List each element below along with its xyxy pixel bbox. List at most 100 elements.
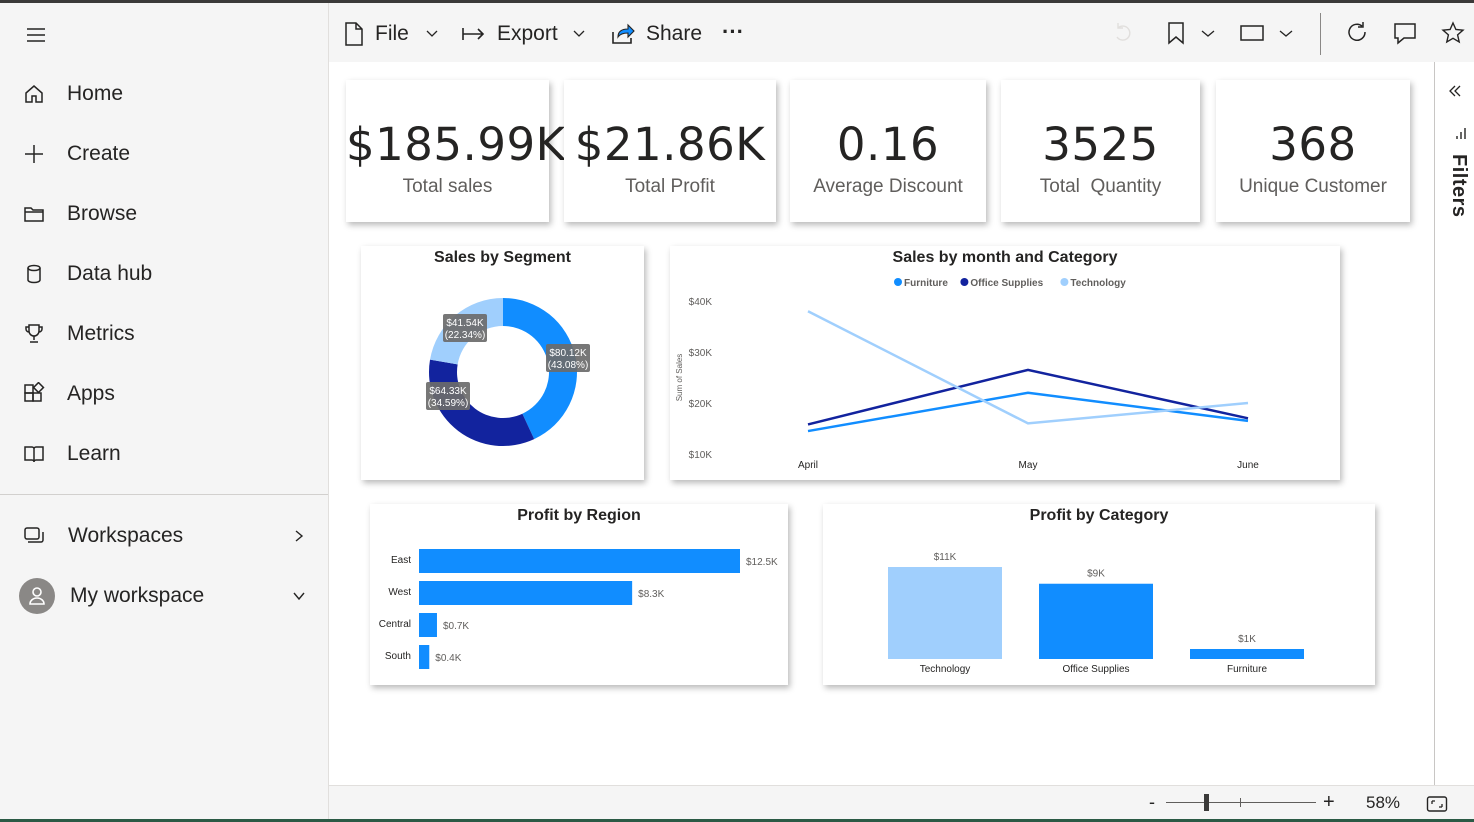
zoom-in-button[interactable]: + xyxy=(1323,791,1335,813)
sidebar-item-label: Create xyxy=(67,142,131,165)
legend-label: Office Supplies xyxy=(970,278,1043,289)
export-label: Export xyxy=(497,22,558,45)
sidebar-item-label: Learn xyxy=(67,442,121,465)
data-label-background xyxy=(546,344,590,372)
kpi-label: Average Discount xyxy=(813,176,963,197)
share-button[interactable]: Share xyxy=(610,17,702,51)
home-icon xyxy=(25,85,43,103)
fit-to-page-icon[interactable] xyxy=(1426,795,1448,813)
kpi-card-total-sales[interactable]: $185.99K Total sales xyxy=(346,80,566,222)
series-line xyxy=(807,368,1249,426)
sidebar-item-my-workspace[interactable]: My workspace xyxy=(0,574,328,618)
visual-sales-by-month[interactable]: Sales by month and Category Furniture Off… xyxy=(670,246,1340,480)
visual-title: Profit by Category xyxy=(1029,507,1169,524)
visual-title: Sales by Segment xyxy=(434,249,571,266)
window-top-border xyxy=(0,0,1474,3)
kpi-value: $185.99K xyxy=(346,118,566,171)
visual-sales-by-segment[interactable]: Sales by Segment $80.12K (43.08%) $64.33K (… xyxy=(361,246,644,480)
kpi-label: Unique Customer xyxy=(1239,176,1387,197)
bar-chart: East $12.5K West $8.3K Central $0.7K South $0.4… xyxy=(379,549,778,669)
more-options-button[interactable]: ··· xyxy=(716,15,744,49)
legend-label: Technology xyxy=(1070,278,1126,289)
sidebar-item-label: Home xyxy=(67,82,124,105)
x-tick-label: May xyxy=(1019,460,1038,471)
x-tick-label: Technology xyxy=(920,664,971,675)
collapse-double-chevron-icon[interactable] xyxy=(1448,84,1462,98)
column-chart: $11K Technology $9K Office Supplies $1K Furni… xyxy=(888,552,1304,675)
sidebar-item-learn[interactable]: Learn xyxy=(0,432,328,476)
sidebar-item-metrics[interactable]: Metrics xyxy=(0,312,328,356)
sidebar-item-browse[interactable]: Browse xyxy=(0,192,328,236)
workspaces-icon xyxy=(24,527,44,543)
visual-profit-by-category[interactable]: Profit by Category $11K Technology $9K Offi… xyxy=(823,504,1375,685)
sidebar-item-home[interactable]: Home xyxy=(0,72,328,116)
kpi-card-total-quantity[interactable]: 3525 Total Quantity xyxy=(1001,80,1200,222)
chevron-down-icon[interactable] xyxy=(1278,20,1294,46)
visual-title: Profit by Region xyxy=(517,507,641,524)
avatar xyxy=(19,578,55,614)
hamburger-menu-icon[interactable] xyxy=(24,23,48,47)
chevron-down-icon xyxy=(426,30,438,37)
kpi-card-total-profit[interactable]: $21.86K Total Profit xyxy=(564,80,776,222)
zoom-slider-track[interactable] xyxy=(1166,802,1316,803)
zoom-slider-midmark xyxy=(1240,798,1241,807)
donut-slice xyxy=(429,359,535,446)
kpi-card-unique-customer[interactable]: 368 Unique Customer xyxy=(1216,80,1410,222)
chevron-down-icon xyxy=(573,30,585,37)
sidebar-item-label: Metrics xyxy=(67,322,135,345)
refresh-icon[interactable] xyxy=(1344,20,1370,46)
file-menu-button[interactable]: File xyxy=(343,17,439,51)
visual-profit-by-region[interactable]: Profit by Region East $12.5K West $8.3K Cent… xyxy=(370,504,788,685)
bookmark-icon[interactable] xyxy=(1163,20,1189,46)
star-icon[interactable] xyxy=(1440,20,1466,46)
export-icon xyxy=(462,28,485,40)
sidebar-item-label: Browse xyxy=(67,202,138,225)
chevron-down-icon[interactable] xyxy=(1200,20,1216,46)
kpi-card-average-discount[interactable]: 0.16 Average Discount xyxy=(790,80,986,222)
sidebar-divider xyxy=(0,494,328,495)
trophy-icon xyxy=(25,324,43,343)
x-tick-label: Furniture xyxy=(1227,664,1267,675)
data-label: $8.3K xyxy=(638,589,664,600)
plus-icon xyxy=(25,145,43,163)
kpi-value: 368 xyxy=(1269,118,1357,171)
legend-marker xyxy=(960,278,969,286)
file-label: File xyxy=(375,22,409,45)
filters-label: Filters xyxy=(1448,154,1470,218)
reset-icon[interactable] xyxy=(1110,20,1136,46)
zoom-out-button[interactable]: - xyxy=(1149,792,1155,812)
sidebar-item-apps[interactable]: Apps xyxy=(0,372,328,416)
data-label: $41.54K xyxy=(446,318,484,329)
data-label: $12.5K xyxy=(746,557,778,568)
more-options-label: ··· xyxy=(722,19,744,44)
zoom-slider-thumb[interactable] xyxy=(1204,794,1209,811)
sidebar-item-data-hub[interactable]: Data hub xyxy=(0,252,328,296)
y-tick-label: South xyxy=(385,651,411,662)
x-tick-label: June xyxy=(1237,460,1259,471)
share-icon xyxy=(612,23,635,44)
bar xyxy=(888,567,1002,659)
data-label: (22.34%) xyxy=(445,330,486,341)
export-menu-button[interactable]: Export xyxy=(461,17,586,51)
sidebar-item-label: Workspaces xyxy=(68,524,184,547)
filter-bars-icon xyxy=(1456,128,1466,139)
filters-pane[interactable]: Filters xyxy=(1434,62,1474,785)
apps-icon xyxy=(24,382,45,402)
series-line xyxy=(807,310,1249,425)
share-label: Share xyxy=(646,22,703,45)
y-tick-label: $40K xyxy=(689,297,713,308)
data-label-background xyxy=(426,382,470,410)
zoom-level[interactable]: 58% xyxy=(1366,793,1401,812)
sidebar-item-label: Apps xyxy=(67,382,115,405)
sidebar-item-create[interactable]: Create xyxy=(0,132,328,176)
data-label: $80.12K xyxy=(549,348,587,359)
data-label: $11K xyxy=(934,552,957,563)
comment-icon[interactable] xyxy=(1392,20,1418,46)
bar xyxy=(1039,583,1153,659)
nav-sidebar: Home Create Browse Data hub Metrics Apps… xyxy=(0,3,329,819)
view-icon[interactable] xyxy=(1239,20,1265,46)
data-label: (43.08%) xyxy=(548,360,589,371)
sidebar-item-workspaces[interactable]: Workspaces xyxy=(0,514,328,558)
x-tick-label: April xyxy=(798,460,818,471)
data-label: $64.33K xyxy=(429,386,467,397)
